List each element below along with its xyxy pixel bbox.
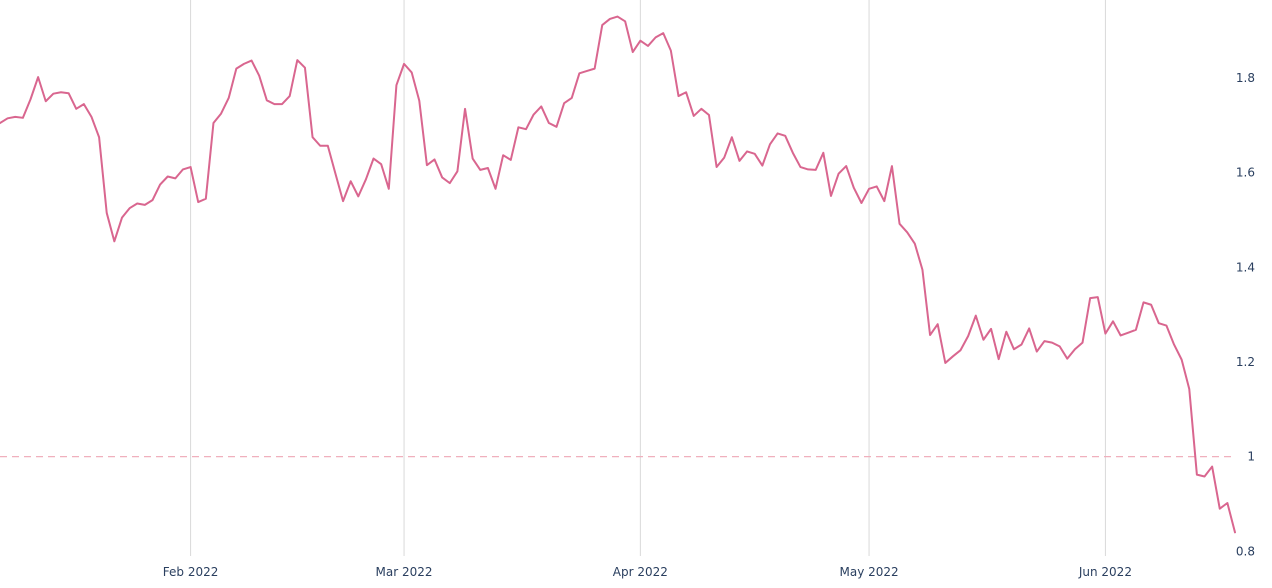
y-tick-label: 0.8	[1236, 544, 1255, 558]
series-line	[0, 15, 1236, 534]
y-axis-tick-labels: 0.8 1 1.2 1.4 1.6 1.8	[1236, 71, 1255, 558]
x-tick-label: Apr 2022	[613, 565, 668, 579]
x-tick-label: Mar 2022	[376, 565, 433, 579]
vertical-gridlines	[190, 0, 1106, 556]
y-tick-label: 1.4	[1236, 260, 1255, 274]
x-tick-label: Jun 2022	[1078, 565, 1132, 579]
y-tick-label: 1.2	[1236, 355, 1255, 369]
x-tick-label: May 2022	[839, 565, 898, 579]
series-layer	[0, 15, 1236, 534]
x-tick-label: Feb 2022	[163, 565, 219, 579]
x-axis-tick-labels: Feb 2022 Mar 2022 Apr 2022 May 2022 Jun 2022	[163, 565, 1132, 579]
y-tick-label: 1.8	[1236, 71, 1255, 85]
y-tick-label: 1.6	[1236, 166, 1255, 180]
y-tick-label: 1	[1247, 450, 1255, 464]
